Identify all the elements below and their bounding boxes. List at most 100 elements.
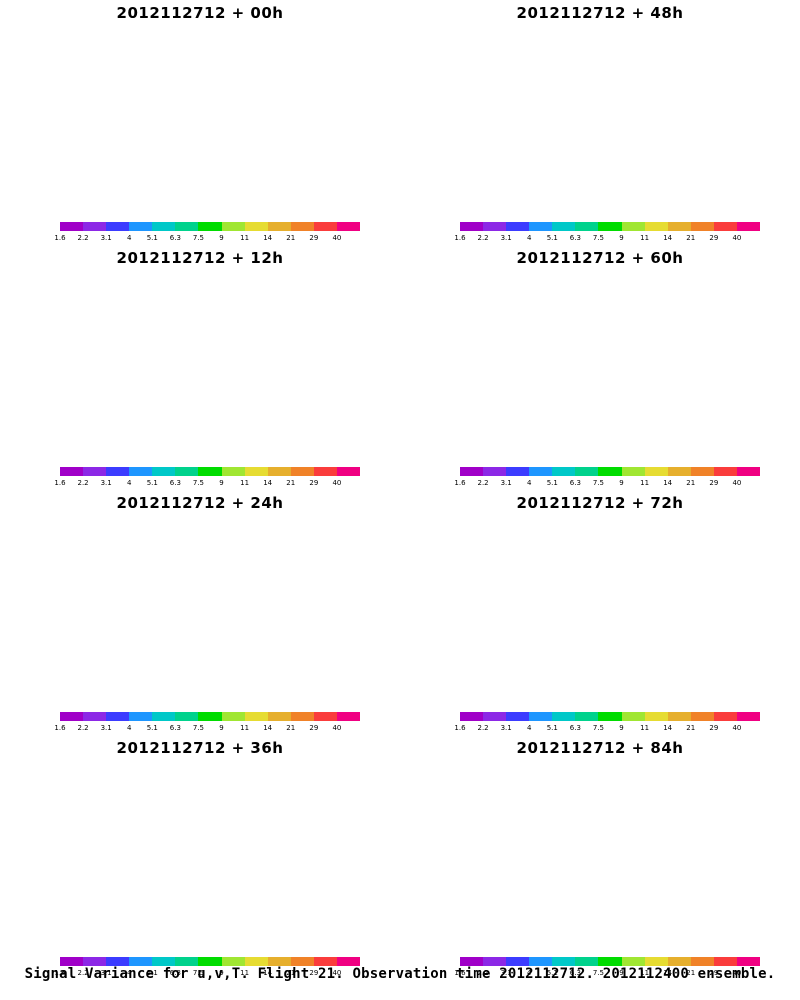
forecast-map [20,24,380,224]
panel-title: 2012112712 + 60h [516,249,684,267]
colorbar-segment [129,957,153,966]
panel-title: 2012112712 + 12h [116,249,284,267]
colorbar [60,222,361,231]
colorbar-segment [83,467,107,476]
colorbar-segment [552,712,576,721]
colorbar-tick-label: 1.6 [54,969,66,977]
forecast-map [420,759,780,959]
map-panel: 2012112712 + 84h 1.6 2.2 3.1 4 5.1 6.3 7.5 9 11 14… [400,735,800,980]
colorbar-tick-label: 40 [332,969,342,977]
figure-caption: Signal Variance for u,v,T. Flight 21. Ob… [24,966,776,982]
colorbar-segment [483,222,507,231]
colorbar-tick-labels: 1.6 2.2 3.1 4 5.1 6.3 7.5 9 11 14 21 29 40 [454,724,760,734]
colorbar-segment [736,957,761,966]
forecast-map [20,269,380,469]
colorbar-segment [106,222,130,231]
colorbar-segment [60,712,84,721]
colorbar-segment [460,467,484,476]
colorbar-tick-label: 14 [263,969,273,977]
colorbar-tick-label: 21 [686,724,696,732]
colorbar-segment [267,957,291,966]
colorbar-segment [690,957,714,966]
map-panel: 2012112712 + 72h 1.6 2.2 3.1 4 5.1 6.3 7.5 9 11 14… [400,490,800,735]
map-panel: 2012112712 + 48h 1.6 2.2 3.1 4 5.1 6.3 7.5 9 11 14… [400,0,800,245]
colorbar-segment [506,712,530,721]
colorbar-tick-label: 1.6 [454,479,466,487]
colorbar-segment [506,957,530,966]
colorbar-segment [175,957,199,966]
colorbar-tick-label: 5.1 [546,234,558,242]
colorbar-tick-label: 6.3 [169,724,181,732]
colorbar-tick-label: 3.1 [100,969,112,977]
colorbar-segment [244,712,268,721]
colorbar-tick-label: 6.3 [569,479,581,487]
colorbar-tick-label: 21 [286,479,296,487]
colorbar-tick-label: 2.2 [477,234,489,242]
colorbar-tick-label: 2.2 [77,234,89,242]
colorbar-segment [483,467,507,476]
colorbar-tick-label: 11 [640,234,650,242]
colorbar-segment [152,467,176,476]
colorbar-segment [690,222,714,231]
colorbar-tick-label: 6.3 [169,234,181,242]
colorbar-tick-label: 21 [286,724,296,732]
colorbar-segment [129,222,153,231]
colorbar-segment [529,712,553,721]
forecast-map [420,24,780,224]
colorbar-tick-label: 3.1 [500,234,512,242]
colorbar-tick-labels: 1.6 2.2 3.1 4 5.1 6.3 7.5 9 11 14 21 29 40 [454,234,760,244]
colorbar-segment [290,957,314,966]
colorbar-tick-label: 6.3 [169,969,181,977]
colorbar-tick-label: 40 [732,724,742,732]
colorbar-tick-label: 9 [619,969,624,977]
colorbar-segment [460,712,484,721]
colorbar-tick-label: 9 [219,234,224,242]
colorbar-segment [644,712,668,721]
colorbar-tick-label: 7.5 [592,479,605,487]
colorbar [60,712,361,721]
colorbar-tick-label: 1.6 [54,724,66,732]
colorbar-tick-label: 7.5 [592,969,605,977]
colorbar-tick-label: 14 [263,479,273,487]
colorbar-tick-label: 7.5 [192,234,205,242]
colorbar-tick-label: 7.5 [192,969,205,977]
colorbar-tick-label: 5.1 [146,479,158,487]
colorbar-segment [529,467,553,476]
colorbar-segment [336,712,361,721]
colorbar-tick-label: 21 [686,479,696,487]
colorbar-tick-label: 40 [332,724,342,732]
colorbar-tick-label: 29 [709,724,719,732]
colorbar-tick-label: 1.6 [54,234,66,242]
colorbar-tick-label: 21 [686,234,696,242]
colorbar-tick-labels: 1.6 2.2 3.1 4 5.1 6.3 7.5 9 11 14 21 29 40 [54,479,360,489]
colorbar-segment [736,222,761,231]
colorbar-tick-label: 4 [526,234,532,242]
colorbar-segment [713,712,737,721]
forecast-map [20,514,380,714]
colorbar-tick-label: 9 [219,479,224,487]
colorbar-segment [60,957,84,966]
colorbar-segment [244,467,268,476]
colorbar-segment [667,467,691,476]
colorbar-tick-label: 7.5 [592,724,605,732]
colorbar-segment [290,467,314,476]
colorbar-tick-labels: 1.6 2.2 3.1 4 5.1 6.3 7.5 9 11 14 21 29 40 [54,969,360,979]
colorbar-tick-label: 11 [640,479,650,487]
colorbar-tick-label: 29 [709,479,719,487]
colorbar-segment [60,222,84,231]
colorbar-tick-label: 3.1 [100,479,112,487]
colorbar-tick-label: 40 [332,479,342,487]
colorbar-segment [244,222,268,231]
colorbar-tick-label: 5.1 [146,969,158,977]
colorbar [460,467,761,476]
colorbar-tick-label: 14 [263,724,273,732]
colorbar-segment [106,467,130,476]
colorbar-segment [83,222,107,231]
colorbar-segment [60,467,84,476]
colorbar-segment [336,957,361,966]
colorbar-tick-label: 4 [126,969,132,977]
colorbar-segment [129,467,153,476]
forecast-map [20,759,380,959]
colorbar-tick-label: 29 [709,234,719,242]
colorbar-segment [129,712,153,721]
